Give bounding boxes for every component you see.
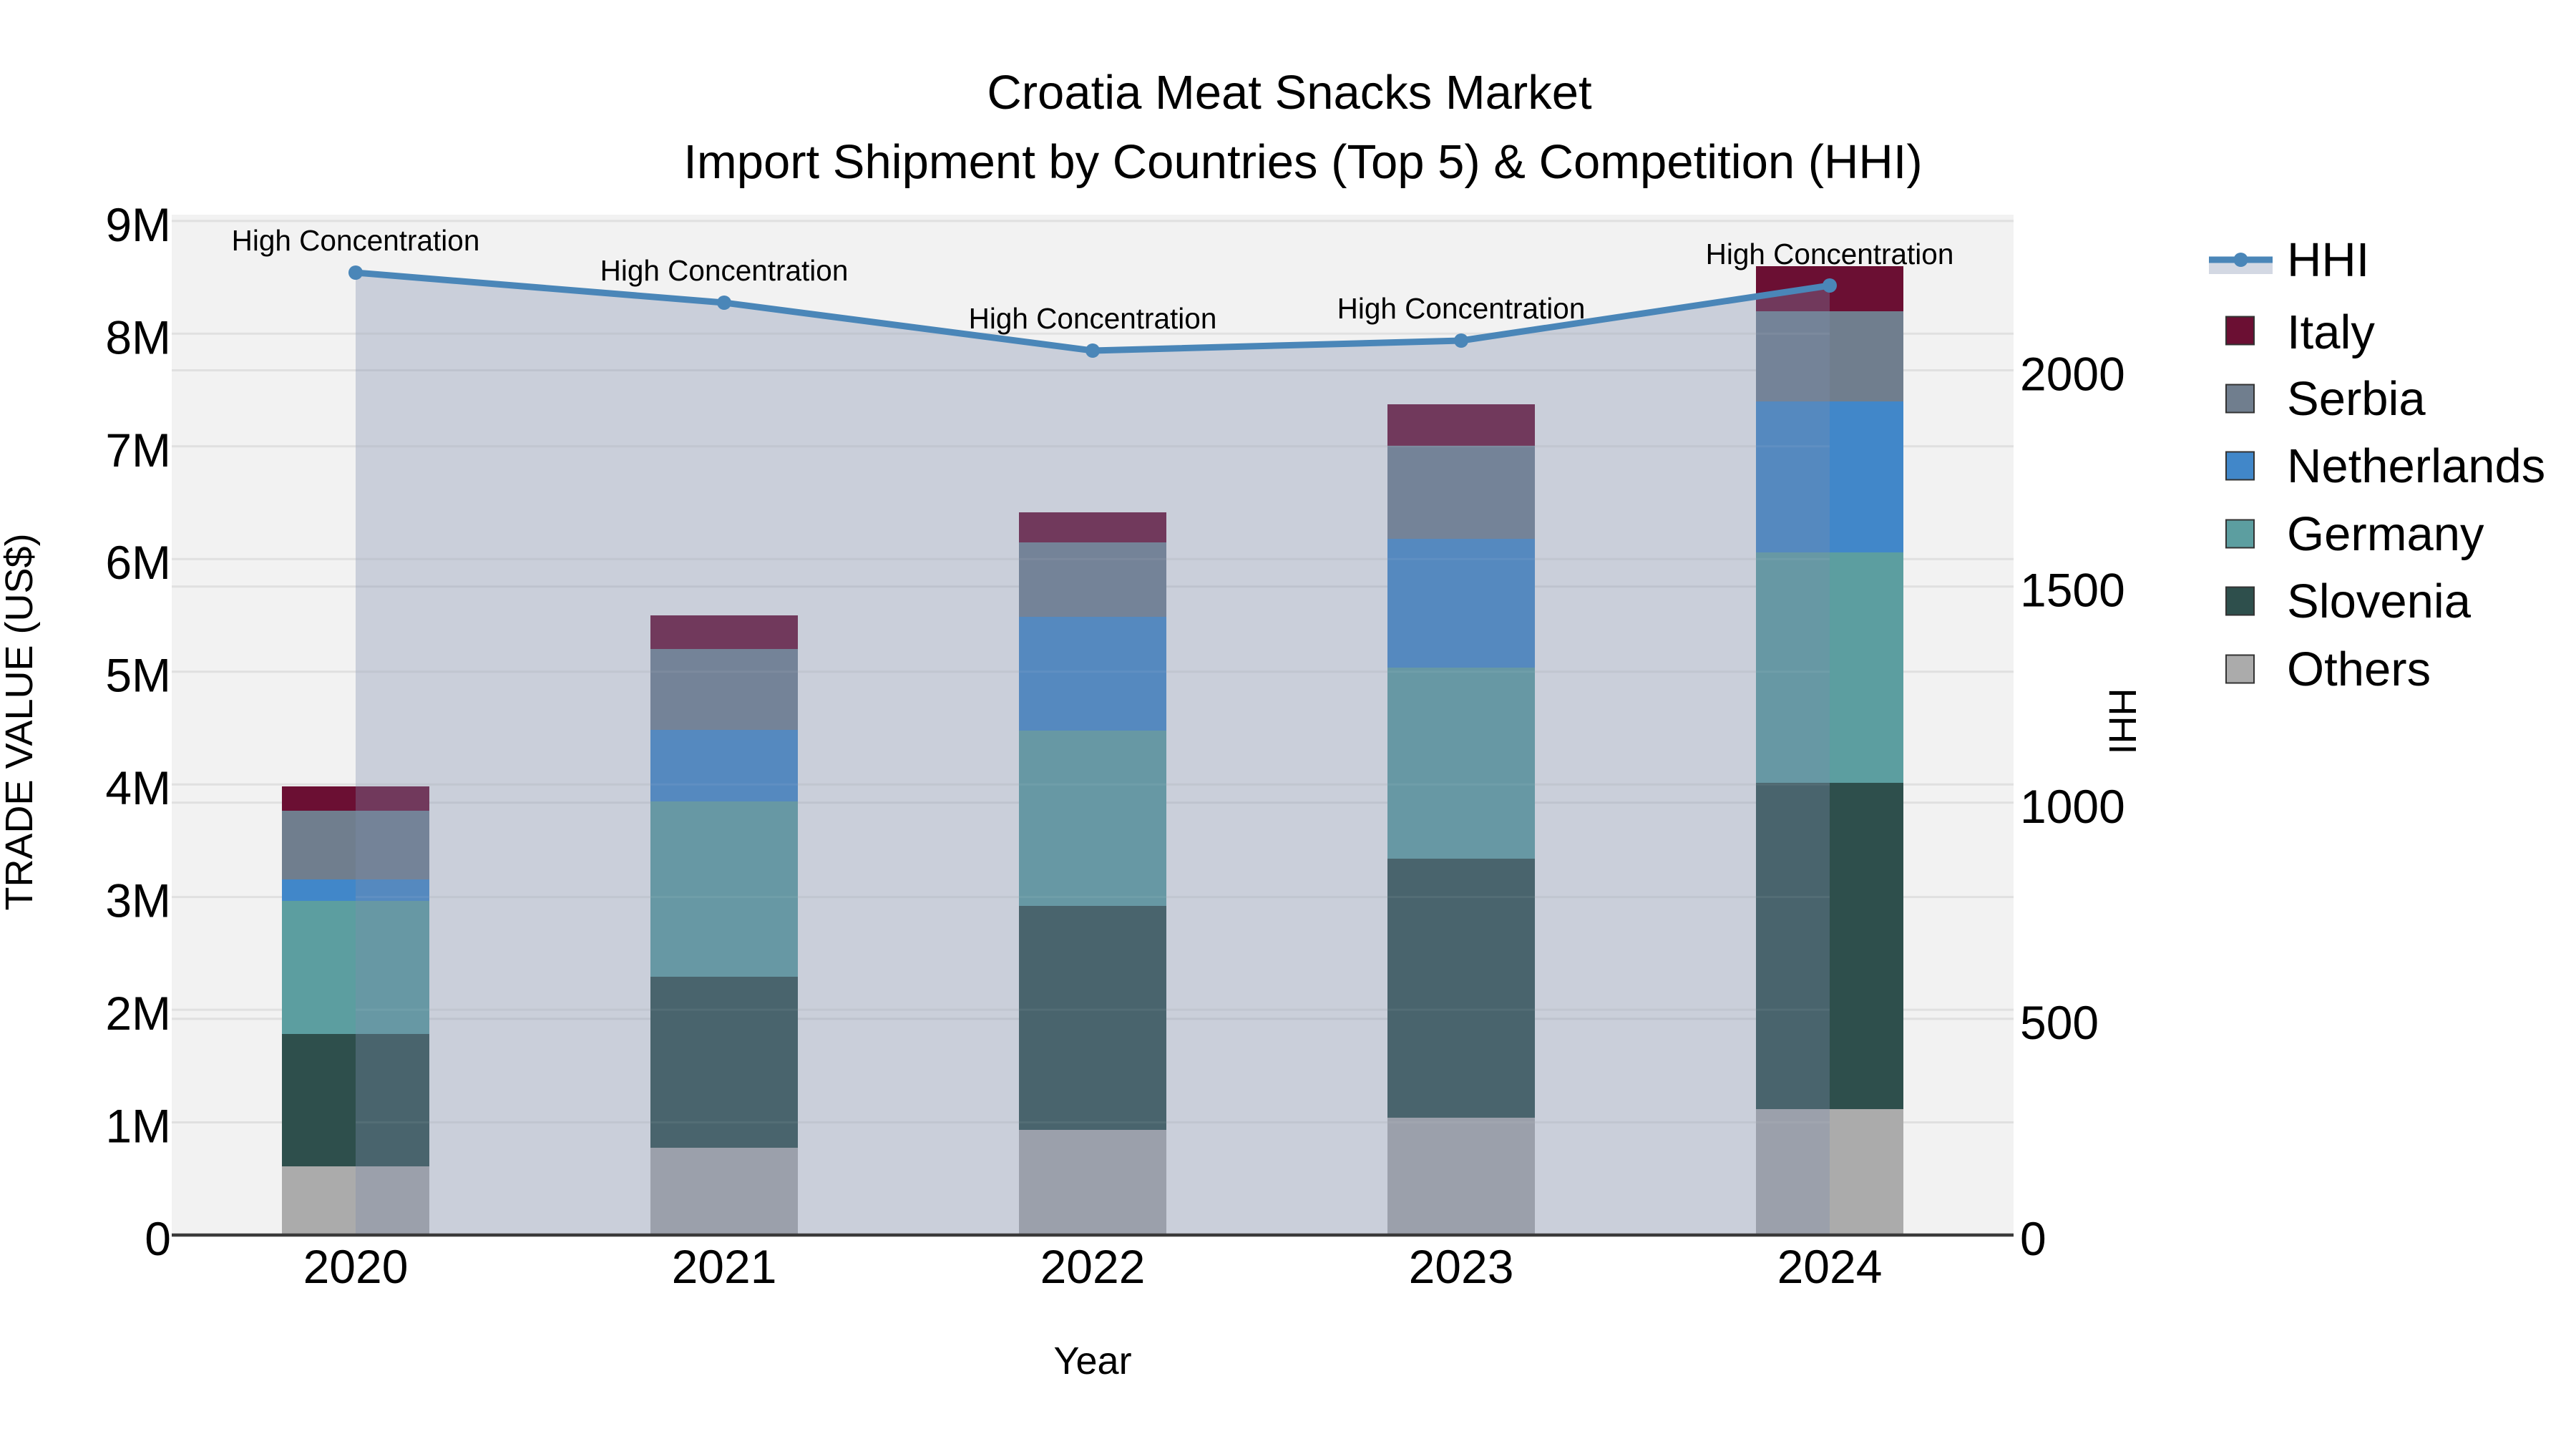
svg-text:High Concentration: High Concentration xyxy=(600,254,849,287)
svg-text:Year: Year xyxy=(1053,1340,1131,1382)
svg-text:7M: 7M xyxy=(105,424,171,477)
svg-text:TRADE VALUE (US$): TRADE VALUE (US$) xyxy=(0,533,41,910)
svg-text:4M: 4M xyxy=(105,761,171,814)
svg-text:2022: 2022 xyxy=(1040,1240,1146,1293)
svg-text:1M: 1M xyxy=(105,1100,171,1153)
svg-text:Germany: Germany xyxy=(2287,507,2484,561)
svg-text:Import Shipment by Countries (: Import Shipment by Countries (Top 5) & C… xyxy=(683,135,1922,189)
svg-text:High Concentration: High Concentration xyxy=(1706,238,1954,270)
svg-text:6M: 6M xyxy=(105,536,171,589)
svg-text:Italy: Italy xyxy=(2287,306,2375,359)
svg-text:8M: 8M xyxy=(105,311,171,364)
svg-text:2000: 2000 xyxy=(2020,348,2125,401)
svg-text:HHI: HHI xyxy=(2101,688,2144,755)
svg-text:5M: 5M xyxy=(105,649,171,702)
svg-text:2M: 2M xyxy=(105,987,171,1040)
svg-text:Netherlands: Netherlands xyxy=(2287,439,2545,493)
svg-text:High Concentration: High Concentration xyxy=(232,224,480,257)
svg-text:2024: 2024 xyxy=(1777,1240,1883,1293)
svg-text:2020: 2020 xyxy=(303,1240,409,1293)
svg-text:Others: Others xyxy=(2287,643,2431,696)
svg-text:0: 0 xyxy=(2020,1212,2046,1265)
svg-text:High Concentration: High Concentration xyxy=(1337,292,1586,325)
svg-text:1500: 1500 xyxy=(2020,564,2125,617)
svg-text:Croatia Meat Snacks Market: Croatia Meat Snacks Market xyxy=(987,66,1592,119)
svg-text:2021: 2021 xyxy=(672,1240,777,1293)
svg-text:2023: 2023 xyxy=(1409,1240,1514,1293)
svg-text:500: 500 xyxy=(2020,996,2099,1049)
svg-text:1000: 1000 xyxy=(2020,780,2125,833)
svg-text:HHI: HHI xyxy=(2287,233,2369,287)
svg-text:Serbia: Serbia xyxy=(2287,372,2426,426)
svg-text:High Concentration: High Concentration xyxy=(969,302,1217,335)
svg-text:3M: 3M xyxy=(105,874,171,927)
svg-text:0: 0 xyxy=(145,1212,171,1265)
svg-text:9M: 9M xyxy=(105,198,171,251)
svg-text:Slovenia: Slovenia xyxy=(2287,575,2472,628)
